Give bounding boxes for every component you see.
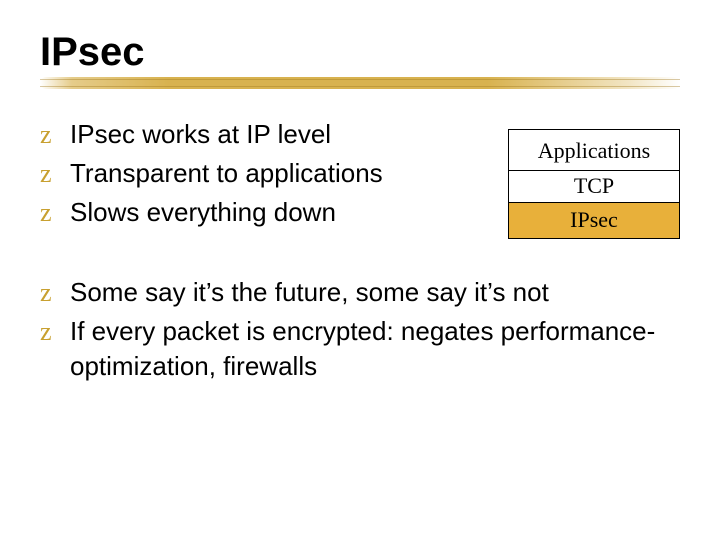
- bullet-marker-icon: z: [40, 314, 58, 349]
- protocol-stack-table: Applications TCP IPsec: [508, 129, 680, 239]
- table-row: IPsec: [509, 203, 679, 238]
- top-row: z IPsec works at IP level z Transparent …: [40, 117, 680, 239]
- slide: IPsec z IPsec works at IP level z Transp…: [0, 0, 720, 540]
- bullet-marker-icon: z: [40, 156, 58, 191]
- bullet-text: Slows everything down: [70, 195, 488, 230]
- slide-title: IPsec: [40, 30, 680, 75]
- bullet-list-bottom: z Some say it’s the future, some say it’…: [40, 275, 680, 384]
- list-item: z Slows everything down: [40, 195, 488, 230]
- stack-label: IPsec: [570, 207, 618, 232]
- bullet-marker-icon: z: [40, 117, 58, 152]
- bullet-marker-icon: z: [40, 195, 58, 230]
- list-item: z Transparent to applications: [40, 156, 488, 191]
- table-row: Applications: [509, 130, 679, 171]
- table-row: TCP: [509, 171, 679, 203]
- bullet-list-top: z IPsec works at IP level z Transparent …: [40, 117, 488, 234]
- bullet-marker-icon: z: [40, 275, 58, 310]
- list-item: z IPsec works at IP level: [40, 117, 488, 152]
- title-underline: [40, 77, 680, 89]
- bullet-text: IPsec works at IP level: [70, 117, 488, 152]
- stack-label: Applications: [538, 138, 650, 163]
- list-item: z Some say it’s the future, some say it’…: [40, 275, 680, 310]
- stack-label: TCP: [574, 173, 614, 198]
- list-item: z If every packet is encrypted: negates …: [40, 314, 680, 384]
- bullet-text: Transparent to applications: [70, 156, 488, 191]
- bullet-text: Some say it’s the future, some say it’s …: [70, 275, 680, 310]
- bullet-text: If every packet is encrypted: negates pe…: [70, 314, 680, 384]
